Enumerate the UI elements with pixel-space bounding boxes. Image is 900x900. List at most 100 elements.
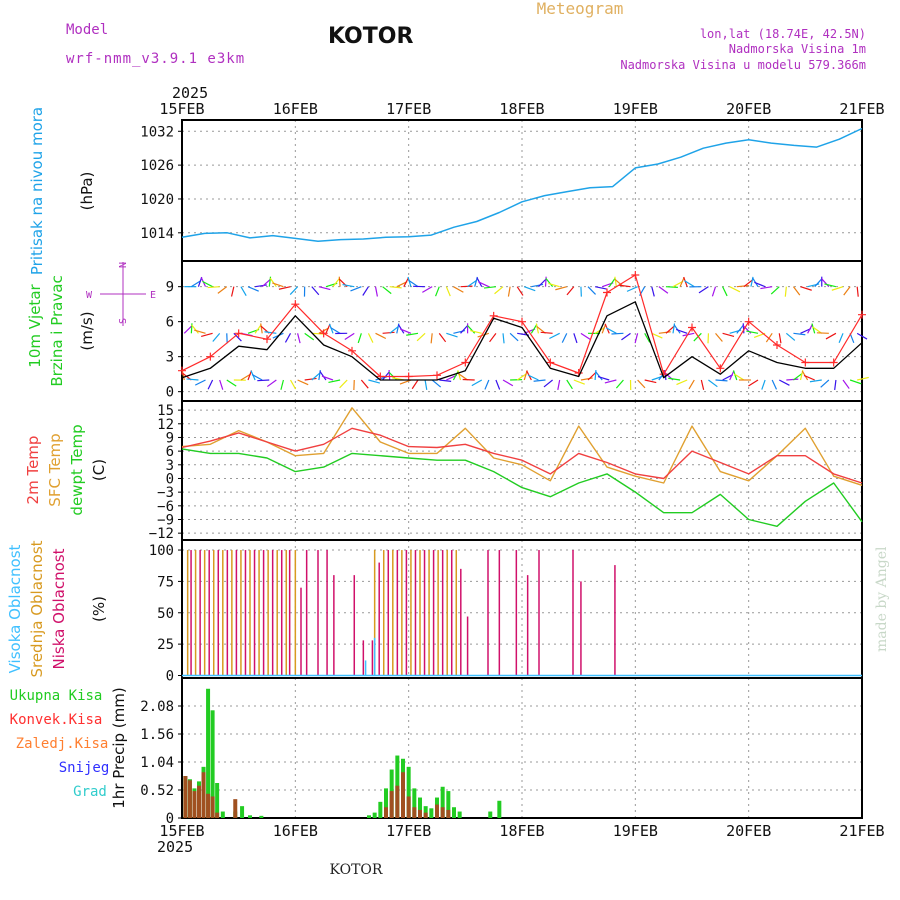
wind-direction-arrow: [495, 379, 501, 390]
wind-direction-arrow: [838, 333, 844, 344]
wind-direction-arrow: [621, 332, 631, 341]
wind-direction-arrow: [255, 284, 268, 288]
wind-direction-arrow: [676, 379, 688, 386]
wind-direction-arrow: [407, 276, 412, 287]
precip-bar-total: [406, 766, 411, 818]
wind-direction-arrow: [272, 282, 284, 288]
precip-bar-convective: [233, 799, 238, 818]
wind-direction-arrow: [408, 279, 419, 288]
wind-direction-arrow: [207, 379, 214, 390]
wind-direction-arrow: [516, 286, 524, 296]
precip-bar-convective: [423, 812, 428, 818]
wind-direction-arrow: [614, 276, 617, 287]
wind-direction-arrow: [280, 379, 285, 390]
precip-bar-convective: [197, 785, 201, 818]
wind-direction-arrow: [471, 379, 483, 387]
precip-bar-convective: [401, 772, 405, 818]
wind-direction-arrow: [389, 286, 402, 289]
wind-direction-arrow: [765, 333, 773, 343]
precip-bar-total: [457, 811, 462, 818]
top-date-tick: 19FEB: [613, 100, 658, 118]
precip-bar-convective: [187, 780, 192, 818]
wind-direction-arrow: [761, 379, 766, 390]
y-tick-label: 100: [149, 543, 174, 559]
wind-direction-arrow: [722, 332, 735, 338]
gust-marker: [829, 358, 838, 367]
bottom-date-tick: 15FEB: [159, 822, 204, 840]
precip-bar-total: [423, 806, 428, 818]
wind-direction-arrow: [573, 333, 578, 344]
wind-direction-arrow: [651, 286, 655, 297]
wind-direction-arrow: [580, 332, 591, 340]
precip-bar-convective: [215, 812, 220, 818]
wind-direction-arrow: [618, 284, 631, 288]
wind-direction-arrow: [770, 286, 780, 295]
wind-direction-arrow: [254, 324, 262, 334]
bottom-date-tick: 20FEB: [726, 822, 771, 840]
wind-direction-arrow: [430, 333, 433, 344]
wind-direction-arrow: [557, 379, 561, 390]
wind-direction-arrow: [186, 378, 199, 381]
wind-direction-arrow: [792, 286, 801, 296]
gust-marker: [376, 372, 385, 381]
wind-direction-arrow: [604, 379, 617, 384]
wind-direction-arrow: [217, 286, 228, 294]
temp-unit: (C): [90, 459, 108, 481]
pressure-unit: (hPa): [78, 172, 96, 211]
wind-direction-arrow: [289, 286, 299, 295]
wind-direction-arrow: [240, 286, 247, 296]
gust-line: [181, 274, 863, 378]
wind-direction-arrow: [608, 277, 616, 288]
wind-direction-arrow: [831, 286, 844, 291]
gust-marker: [858, 310, 866, 319]
wind-direction-arrow: [754, 281, 766, 288]
model-altitude-label: Nadmorska Visina u modelu 579.366m: [620, 58, 866, 72]
wind-unit: (m/s): [78, 311, 96, 350]
wind-direction-arrow: [606, 327, 617, 334]
precip-panel-frame: [181, 677, 863, 819]
wind-direction-arrow: [778, 333, 782, 344]
wind-direction-arrow: [573, 379, 585, 385]
precip-bar-total: [259, 815, 264, 818]
top-date-tick: 15FEB: [159, 100, 204, 118]
wind-direction-arrow: [700, 379, 705, 390]
pressure-ylabel: Pritisak na nivou mora: [28, 107, 46, 275]
precip-bar-total: [440, 786, 445, 818]
precip-bar-convective: [412, 807, 417, 818]
gust-marker: [234, 329, 243, 338]
wind-direction-arrow: [543, 379, 553, 388]
wind-direction-arrow: [597, 376, 610, 381]
bottom-date-tick: 17FEB: [386, 822, 431, 840]
precip-bar-convective: [192, 791, 197, 818]
year-top: 2025: [172, 84, 208, 102]
wind-direction-arrow: [555, 286, 567, 291]
wind-direction-arrow: [843, 286, 851, 296]
wind-direction-arrow: [446, 332, 458, 338]
wind-direction-arrow: [771, 379, 778, 390]
wind-direction-arrow: [673, 324, 681, 334]
precip-bar-convective: [206, 793, 211, 818]
wind-direction-arrow: [194, 379, 206, 386]
wind-direction-arrow: [431, 379, 442, 388]
y-tick-label: 1.56: [140, 727, 174, 743]
temp-ylabel-sfc: SFC Temp: [46, 433, 64, 506]
wind-direction-arrow: [743, 279, 753, 288]
wind-direction-arrow: [812, 326, 823, 334]
wind-direction-arrow: [803, 374, 815, 381]
wind-direction-arrow: [374, 286, 378, 297]
compass-west: W: [86, 290, 93, 301]
gust-marker: [433, 371, 441, 380]
precip-bar-total: [429, 808, 434, 818]
y-tick-label: 2.08: [140, 699, 174, 715]
wind-direction-arrow: [634, 333, 639, 344]
wind-direction-arrow: [264, 331, 277, 334]
gust-marker: [801, 358, 810, 367]
precip-bar-convective: [389, 791, 394, 818]
cloud-ylabel-mid: Srednja Oblacnost: [28, 540, 46, 677]
wind-speed-line: [181, 301, 863, 381]
gust-marker: [603, 288, 611, 297]
wind-direction-arrow: [284, 333, 292, 343]
wind-direction-arrow: [786, 378, 799, 381]
y-tick-label: 3: [166, 458, 174, 474]
precip-bar-total: [367, 815, 371, 818]
